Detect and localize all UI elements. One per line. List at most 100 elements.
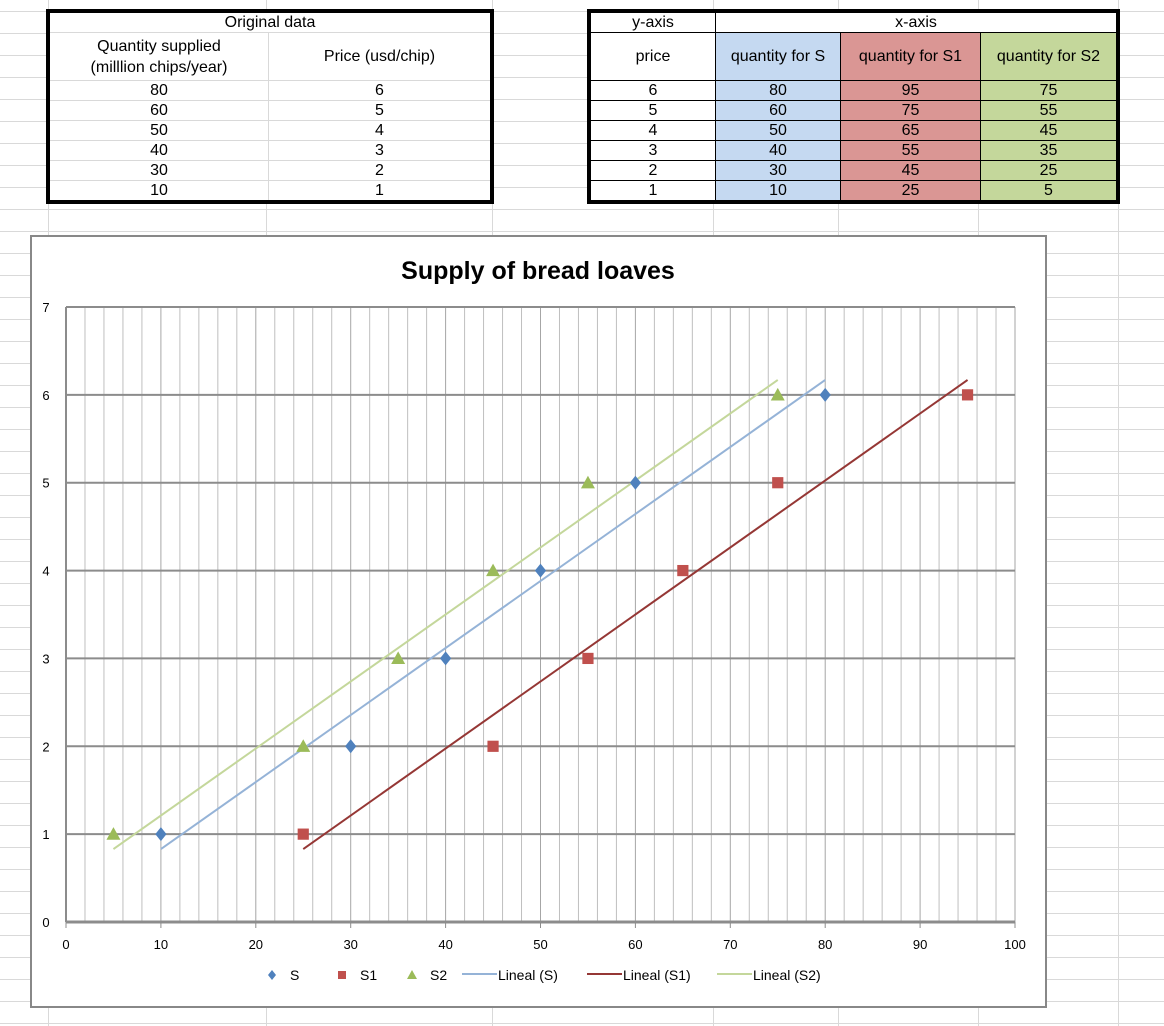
chart[interactable]: Supply of bread loaves 0 1 2 3 4 5 6 7 0 10 20 30 40 5… xyxy=(30,235,1047,1008)
legend-label: S xyxy=(290,967,299,983)
data-point-s1 xyxy=(772,477,784,489)
table-cell: 4 xyxy=(268,120,492,141)
col-header: quantity for S1 xyxy=(840,32,981,81)
table-row: 60 5 xyxy=(48,100,492,121)
table-row: 30 2 xyxy=(48,160,492,181)
data-point-s2 xyxy=(770,387,785,401)
data-point-s xyxy=(345,739,357,754)
legend-label: Lineal (S) xyxy=(498,967,558,983)
table-cell: 5 xyxy=(980,180,1119,203)
x-axis-header: x-axis xyxy=(715,10,1119,33)
table-row: 50 4 xyxy=(48,120,492,141)
data-point-s1 xyxy=(961,389,974,401)
table-cell: 5 xyxy=(268,100,492,121)
data-point-s xyxy=(534,563,547,578)
table-cell: 3 xyxy=(588,140,716,161)
data-point-s2 xyxy=(580,475,595,489)
y-tick-label: 6 xyxy=(42,388,49,403)
legend-marker-s xyxy=(268,970,276,980)
table-cell: 60 xyxy=(48,100,269,121)
table-cell: 5 xyxy=(588,100,716,121)
data-point-s1 xyxy=(582,652,594,665)
table-cell: 40 xyxy=(48,140,269,161)
table-cell: 40 xyxy=(715,140,841,161)
data-point-s xyxy=(440,651,452,666)
table-cell: 6 xyxy=(268,80,492,101)
data-point-s2 xyxy=(106,827,121,840)
table-cell: 2 xyxy=(588,160,716,181)
table-cell: 10 xyxy=(48,180,269,202)
legend-label: S2 xyxy=(430,967,447,983)
sheet-gridline xyxy=(1118,0,1119,1026)
table-cell: 25 xyxy=(840,180,981,203)
axis-data-table: y-axis x-axis price quantity for S quant… xyxy=(587,9,1120,204)
table-cell: 80 xyxy=(48,80,269,101)
table-row: 2 30 45 25 xyxy=(588,160,1119,181)
legend-label: S1 xyxy=(360,967,377,983)
data-point-s2 xyxy=(486,563,501,577)
x-tick-label: 90 xyxy=(913,937,927,952)
table-cell: 75 xyxy=(840,100,981,121)
y-tick-label: 0 xyxy=(42,915,49,930)
trendline-s1 xyxy=(302,379,969,850)
table-row: 3 40 55 35 xyxy=(588,140,1119,161)
table-cell: 3 xyxy=(268,140,492,161)
legend-marker-s1 xyxy=(338,971,346,979)
x-tick-label: 100 xyxy=(1004,937,1026,952)
table-cell: 6 xyxy=(588,80,716,101)
x-tick-label: 40 xyxy=(438,937,452,952)
legend-label: Lineal (S2) xyxy=(753,967,821,983)
y-tick-label: 7 xyxy=(42,300,49,315)
table-row: 80 6 xyxy=(48,80,492,101)
x-tick-label: 80 xyxy=(818,937,832,952)
data-point-s xyxy=(819,387,831,402)
table-cell: 55 xyxy=(840,140,981,161)
table-cell: 50 xyxy=(48,120,269,141)
table-cell: 25 xyxy=(980,160,1119,181)
table-cell: 75 xyxy=(980,80,1119,101)
y-tick-label: 5 xyxy=(42,476,49,491)
x-tick-label: 60 xyxy=(628,937,642,952)
original-data-table: Original data Quantity supplied (milllion… xyxy=(46,9,494,204)
data-point-s xyxy=(629,475,641,490)
x-tick-label: 20 xyxy=(249,937,263,952)
table-cell: 65 xyxy=(840,120,981,141)
table-row: 5 60 75 55 xyxy=(588,100,1119,121)
header-line: (milllion chips/year) xyxy=(90,58,228,76)
table-row: 1 10 25 5 xyxy=(588,180,1119,203)
data-point-s2 xyxy=(391,651,406,665)
table-cell: 1 xyxy=(588,180,716,203)
header-line: Quantity supplied xyxy=(97,37,221,55)
table-title: Original data xyxy=(48,11,492,33)
legend-label: Lineal (S1) xyxy=(623,967,691,983)
table-cell: 2 xyxy=(268,160,492,181)
col-header: quantity for S2 xyxy=(980,32,1119,81)
y-tick-label: 3 xyxy=(42,651,49,666)
col-header: price xyxy=(588,32,716,81)
y-axis-header: y-axis xyxy=(588,10,716,33)
table-row: 6 80 95 75 xyxy=(588,80,1119,101)
table-cell: 80 xyxy=(715,80,841,101)
data-point-s xyxy=(155,827,167,842)
y-tick-label: 4 xyxy=(42,564,49,579)
table-cell: 1 xyxy=(268,180,492,202)
table-cell: 45 xyxy=(980,120,1119,141)
y-tick-label: 1 xyxy=(42,827,49,842)
col-header: quantity for S xyxy=(715,32,841,81)
table-cell: 45 xyxy=(840,160,981,181)
header-quantity: Quantity supplied (milllion chips/year) xyxy=(48,33,269,81)
chart-title: Supply of bread loaves xyxy=(401,257,675,285)
table-row: 4 50 65 45 xyxy=(588,120,1119,141)
trendline-s xyxy=(160,379,826,850)
table-cell: 10 xyxy=(715,180,841,203)
data-point-s2 xyxy=(296,739,311,752)
table-cell: 60 xyxy=(715,100,841,121)
trendline-s2 xyxy=(112,379,779,850)
x-tick-label: 0 xyxy=(62,937,69,952)
table-cell: 55 xyxy=(980,100,1119,121)
x-tick-label: 10 xyxy=(154,937,168,952)
x-tick-label: 70 xyxy=(723,937,737,952)
y-tick-label: 2 xyxy=(42,739,49,754)
table-row: 40 3 xyxy=(48,140,492,161)
